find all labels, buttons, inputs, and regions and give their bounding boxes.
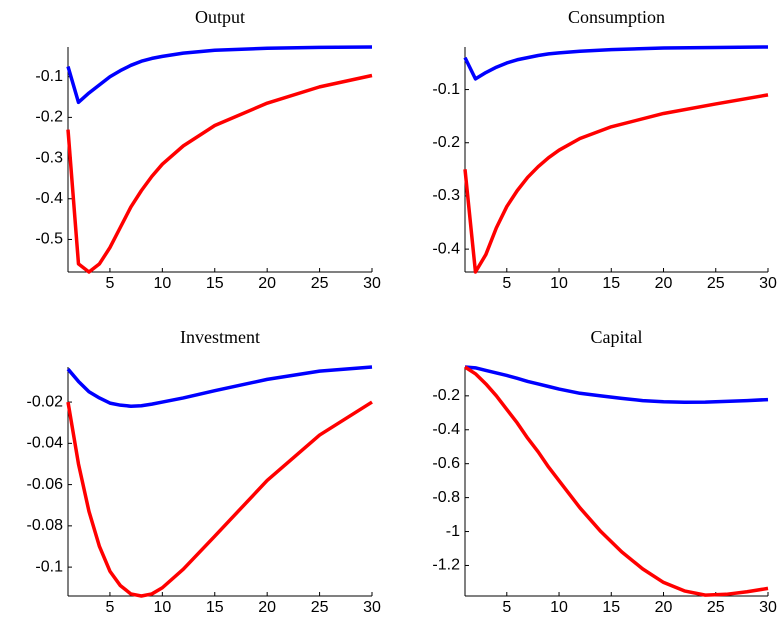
x-tick-label: 20 [655, 599, 673, 616]
x-tick-label: 10 [153, 599, 171, 616]
x-tick-label: 15 [206, 599, 224, 616]
y-tick-label: -1.2 [432, 557, 460, 574]
y-tick-label: -0.1 [35, 68, 63, 85]
x-tick-label: 15 [206, 275, 224, 292]
x-tick-label: 30 [363, 275, 381, 292]
panel-title: Capital [591, 327, 643, 347]
x-tick-label: 15 [602, 275, 620, 292]
series-line [464, 365, 769, 597]
y-tick-label: -0.1 [432, 81, 460, 98]
series-line [463, 93, 769, 274]
x-tick-label: 20 [258, 599, 276, 616]
y-tick-label: -0.6 [432, 455, 460, 472]
x-tick-label: 20 [258, 275, 276, 292]
y-tick-label: -0.2 [35, 109, 63, 126]
y-tick-label: -0.04 [27, 435, 64, 452]
y-tick-label: -0.3 [432, 187, 460, 204]
y-tick-label: -0.5 [35, 231, 63, 248]
y-tick-label: -0.2 [432, 134, 460, 151]
series-line [464, 365, 769, 405]
x-tick-label: 30 [759, 275, 777, 292]
y-tick-label: -0.4 [432, 421, 460, 438]
y-tick-label: -0.02 [27, 393, 64, 410]
x-tick-label: 25 [311, 599, 329, 616]
panel-title: Consumption [568, 7, 665, 27]
y-tick-label: -0.8 [432, 489, 460, 506]
y-tick-label: -0.2 [432, 387, 460, 404]
x-tick-label: 5 [502, 275, 511, 292]
y-tick-label: -0.3 [35, 149, 63, 166]
series-line [463, 45, 769, 81]
y-tick-label: -0.4 [35, 190, 63, 207]
series-line [66, 365, 373, 408]
series-line [66, 73, 373, 274]
panel-title: Investment [180, 327, 260, 347]
x-tick-label: 15 [602, 599, 620, 616]
x-tick-label: 5 [105, 599, 114, 616]
panel-title: Output [195, 7, 245, 27]
x-tick-label: 30 [759, 599, 777, 616]
x-tick-label: 5 [105, 275, 114, 292]
y-tick-label: -0.06 [27, 476, 64, 493]
series-line [66, 45, 373, 105]
x-tick-label: 25 [311, 275, 329, 292]
y-tick-label: -1 [446, 523, 460, 540]
x-tick-label: 20 [655, 275, 673, 292]
x-tick-label: 10 [550, 599, 568, 616]
y-tick-label: -0.4 [432, 240, 460, 257]
x-tick-label: 5 [502, 599, 511, 616]
y-tick-label: -0.1 [35, 558, 63, 575]
series-line [66, 400, 373, 598]
x-tick-label: 10 [153, 275, 171, 292]
x-tick-label: 30 [363, 599, 381, 616]
x-tick-label: 25 [707, 599, 725, 616]
x-tick-label: 10 [550, 275, 568, 292]
x-tick-label: 25 [707, 275, 725, 292]
y-tick-label: -0.08 [27, 517, 64, 534]
